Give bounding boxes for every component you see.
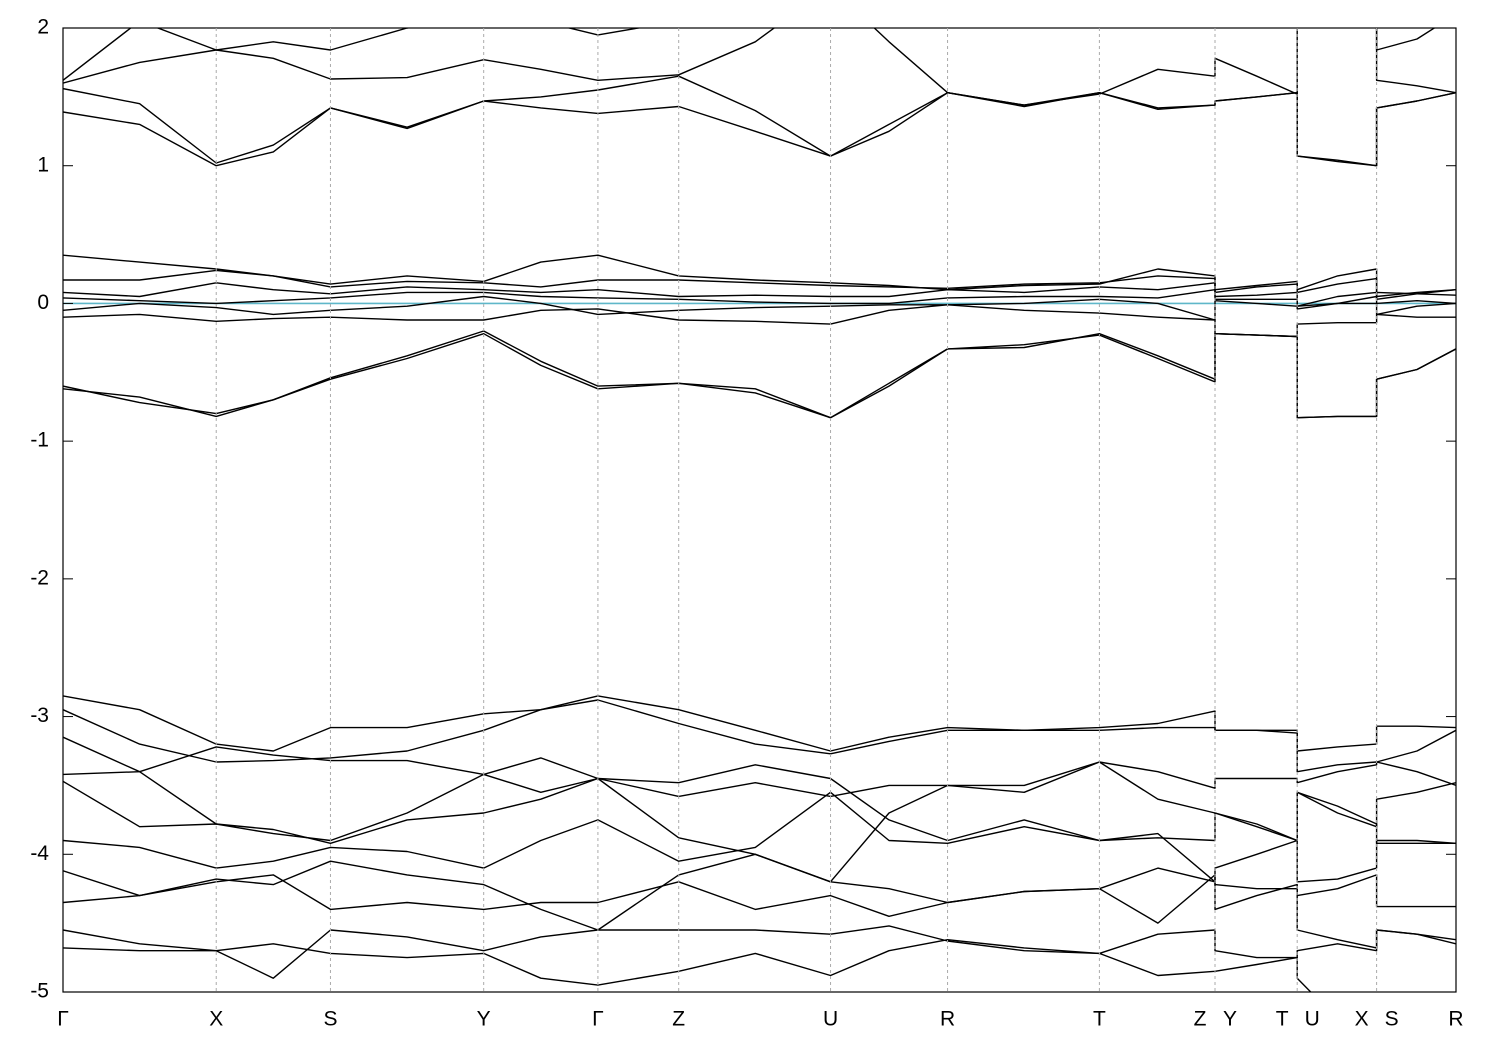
x-tick-label: Z <box>1194 1008 1207 1031</box>
band-line <box>63 28 1436 81</box>
x-tick-label: X <box>1355 1008 1369 1031</box>
y-tick-label: -1 <box>30 429 49 452</box>
x-tick-label: U <box>1305 1008 1320 1031</box>
band-line <box>63 791 1456 883</box>
y-tick-label: -2 <box>30 566 49 589</box>
band-line <box>63 699 1456 773</box>
y-tick-label: -3 <box>30 704 49 727</box>
band-line <box>63 289 1456 310</box>
plot-frame <box>62 27 1457 993</box>
x-tick-label: Γ <box>57 1008 69 1031</box>
x-tick-label: Z <box>672 1008 685 1031</box>
x-tick-label: T <box>1093 1008 1106 1031</box>
x-tick-label: S <box>323 1008 337 1031</box>
y-tick-label: -4 <box>30 842 49 865</box>
y-tick-label: 0 <box>37 291 49 314</box>
band-line <box>63 695 1456 752</box>
x-tick-label: Γ <box>592 1008 604 1031</box>
x-tick-label: Y <box>477 1008 491 1031</box>
y-tick-label: 1 <box>37 153 49 176</box>
y-tick-label: -5 <box>30 980 49 1003</box>
x-tick-label: R <box>940 1008 955 1031</box>
x-tick-label: T <box>1276 1008 1289 1031</box>
band-line <box>63 295 1456 321</box>
y-tick-label: 2 <box>37 16 49 39</box>
band-line <box>63 92 1456 167</box>
x-tick-label: X <box>209 1008 223 1031</box>
band-line <box>63 761 1456 883</box>
x-tick-label: S <box>1385 1008 1399 1031</box>
band-line <box>63 874 1456 949</box>
x-tick-label: Y <box>1223 1008 1237 1031</box>
x-tick-label: U <box>823 1008 838 1031</box>
x-tick-label: R <box>1448 1008 1463 1031</box>
